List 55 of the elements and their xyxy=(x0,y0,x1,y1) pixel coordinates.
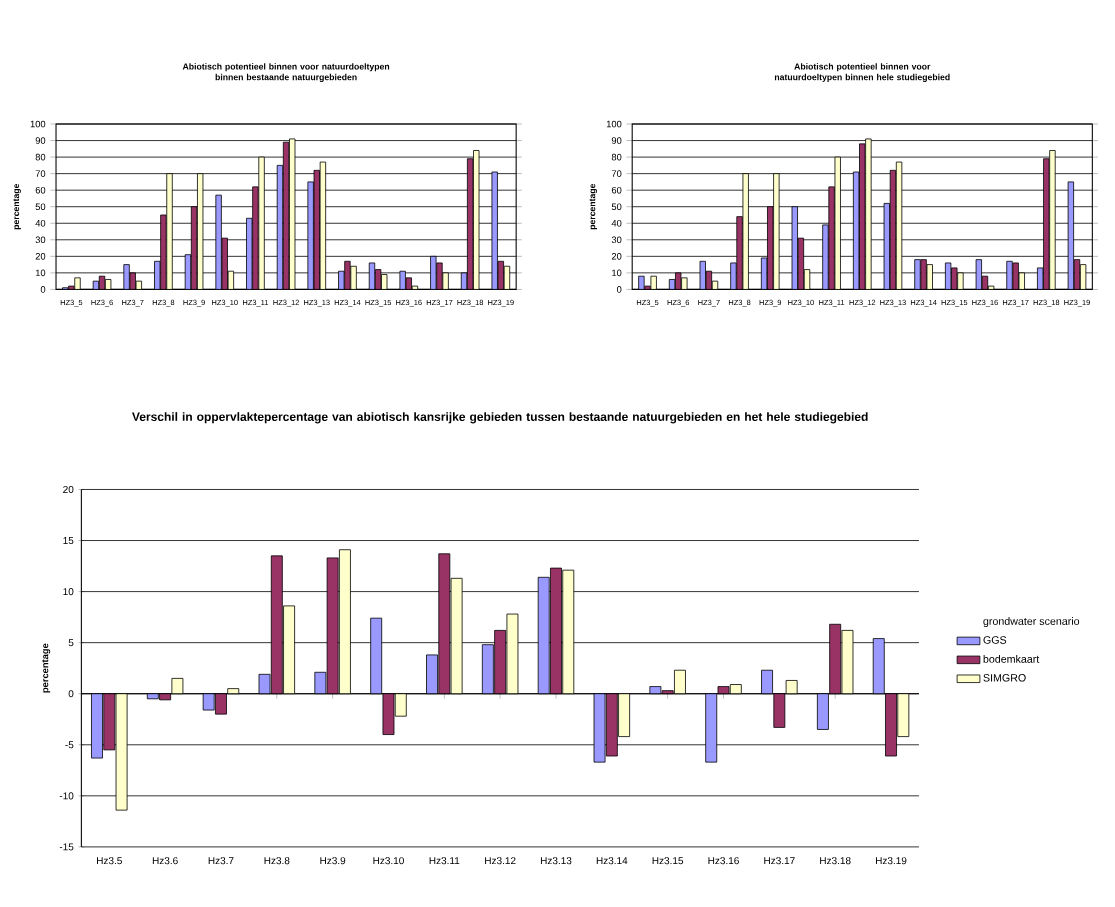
legend-title: grondwater scenario xyxy=(983,617,1080,628)
x-tick-label: Hz3.17 xyxy=(764,857,795,865)
y-tick-label: 30 xyxy=(611,236,622,244)
y-tick-label: 20 xyxy=(35,253,46,260)
y-tick-label: 10 xyxy=(63,588,74,596)
x-tick-label: Hz3.14 xyxy=(596,857,628,865)
y-tick-label: 0 xyxy=(40,286,46,293)
y-tick-label: 80 xyxy=(611,153,622,161)
y-tick-label: 0 xyxy=(68,690,74,698)
chart-title: Abiotisch potentieel binnen voor natuurdoeltypen binnen bestaande natuurgebieden xyxy=(182,63,390,83)
y-tick-label: 90 xyxy=(35,137,46,144)
y-axis-title: percentage xyxy=(589,183,598,230)
y-tick-label: 60 xyxy=(611,186,622,194)
y-tick-label: 90 xyxy=(611,137,622,144)
y-tick-label: -10 xyxy=(59,792,74,800)
y-tick-label: 15 xyxy=(63,537,74,545)
y-tick-label: 0 xyxy=(616,286,622,293)
y-tick-label: 40 xyxy=(611,219,622,227)
y-tick-label: 30 xyxy=(35,236,46,244)
y-tick-label: 5 xyxy=(68,639,74,647)
x-tick-label: Hz3.7 xyxy=(208,857,234,865)
x-tick-label: Hz3.13 xyxy=(540,857,572,865)
y-axis-title: percentage xyxy=(42,643,51,693)
y-tick-label: 20 xyxy=(63,485,74,494)
legend-label: GGS xyxy=(983,636,1007,644)
x-tick-label: Hz3.18 xyxy=(820,857,851,865)
x-tick-label: Hz3.9 xyxy=(320,857,346,865)
chart-title: Verschil in oppervlaktepercentage van abiotisch kansrijke gebieden tussen bestaande natuurgebieden en het hele studiegebied xyxy=(132,412,868,424)
x-tick-label: Hz3.12 xyxy=(485,857,516,865)
y-tick-label: 100 xyxy=(606,120,622,128)
x-tick-label: Hz3.11 xyxy=(429,857,460,865)
y-tick-label: 70 xyxy=(611,170,622,177)
y-tick-label: 20 xyxy=(611,253,622,260)
y-tick-label: 80 xyxy=(35,153,46,161)
x-tick-label: Hz3.6 xyxy=(152,857,178,865)
y-axis-title: percentage xyxy=(13,183,21,230)
x-tick-label: Hz3.5 xyxy=(97,857,122,865)
y-tick-label: -5 xyxy=(65,741,74,749)
legend-label: SIMGRO xyxy=(983,674,1026,682)
x-tick-label: Hz3.10 xyxy=(373,857,404,865)
y-tick-label: 100 xyxy=(30,120,46,128)
x-tick-label: Hz3.19 xyxy=(875,857,907,865)
y-tick-label: -15 xyxy=(59,843,74,851)
y-tick-label: 50 xyxy=(611,203,622,211)
y-tick-label: 40 xyxy=(35,219,46,227)
y-tick-label: 10 xyxy=(35,269,46,277)
y-tick-label: 70 xyxy=(35,170,46,177)
y-tick-label: 60 xyxy=(35,186,46,194)
y-tick-label: 10 xyxy=(612,269,622,277)
chart-title: Abiotisch potentieel binnen voor natuurdoeltypen binnen hele studiegebied xyxy=(774,63,950,83)
x-tick-label: Hz3.16 xyxy=(708,857,739,865)
y-tick-label: 50 xyxy=(35,203,46,211)
x-tick-label: Hz3.15 xyxy=(652,857,684,865)
x-tick-label: Hz3.8 xyxy=(264,857,290,865)
legend-label: bodemkaart xyxy=(983,655,1040,663)
